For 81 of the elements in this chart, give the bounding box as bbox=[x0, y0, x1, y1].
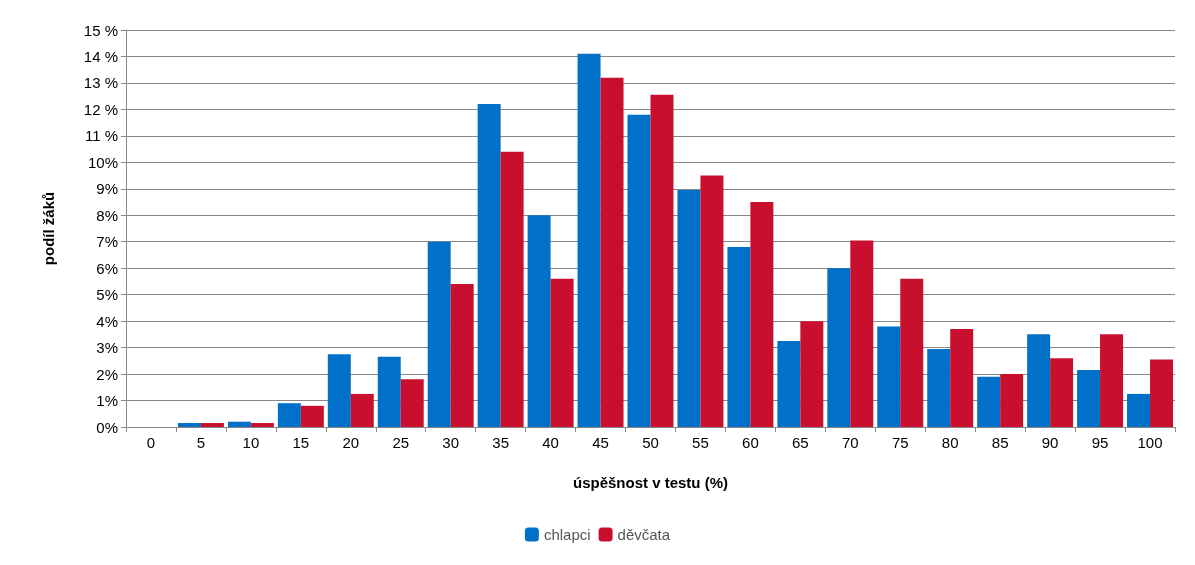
bar bbox=[927, 348, 951, 427]
x-tick-label: 65 bbox=[792, 434, 809, 451]
y-tick-label: 11 % bbox=[84, 127, 118, 145]
bar bbox=[250, 423, 274, 427]
bar bbox=[1100, 334, 1124, 427]
x-tick-label: 30 bbox=[442, 434, 460, 451]
y-tick-label: 4% bbox=[96, 312, 118, 330]
x-tick-label: 25 bbox=[392, 434, 410, 451]
y-tick-label: 10% bbox=[87, 153, 118, 171]
bar bbox=[750, 202, 774, 427]
bar bbox=[550, 278, 574, 427]
x-tick-label: 20 bbox=[342, 434, 360, 451]
bar bbox=[277, 403, 301, 427]
y-tick-label: 2% bbox=[96, 365, 118, 383]
bar bbox=[1050, 358, 1074, 427]
x-tick-label: 60 bbox=[742, 434, 759, 451]
bar bbox=[827, 268, 851, 427]
bar bbox=[627, 114, 651, 427]
y-tick-label: 14 % bbox=[83, 47, 118, 65]
x-tick-label: 35 bbox=[492, 434, 509, 451]
y-tick-label: 6% bbox=[96, 259, 118, 277]
legend-label: děvčata bbox=[617, 526, 671, 543]
bar bbox=[700, 175, 724, 427]
bar bbox=[800, 321, 824, 427]
bar bbox=[450, 284, 474, 427]
y-tick-label: 7% bbox=[96, 233, 118, 251]
x-tick-label: 15 bbox=[292, 434, 310, 451]
x-tick-label: 75 bbox=[891, 434, 909, 451]
bar bbox=[600, 77, 624, 427]
bar bbox=[727, 247, 751, 427]
x-tick-label: 45 bbox=[592, 434, 609, 451]
bar bbox=[327, 354, 351, 427]
y-tick-label: 9% bbox=[96, 180, 118, 198]
y-tick-label: 1% bbox=[96, 392, 118, 410]
y-tick-label: 3% bbox=[96, 339, 118, 357]
bar bbox=[977, 376, 1001, 427]
bar bbox=[500, 151, 524, 427]
bar bbox=[900, 278, 924, 427]
y-tick-label: 8% bbox=[96, 206, 118, 224]
bar bbox=[527, 215, 551, 427]
x-tick-label: 5 bbox=[196, 434, 206, 451]
bar bbox=[377, 356, 401, 427]
bar bbox=[200, 423, 224, 427]
x-tick-label: 90 bbox=[1041, 434, 1059, 451]
legend-label: chlapci bbox=[543, 526, 591, 543]
bar bbox=[400, 379, 424, 427]
bar bbox=[177, 423, 201, 427]
y-tick-label: 15 % bbox=[83, 21, 118, 39]
bar bbox=[677, 190, 701, 427]
bar bbox=[877, 326, 901, 427]
bar bbox=[1127, 393, 1151, 427]
bar bbox=[477, 104, 501, 427]
bar bbox=[1027, 334, 1051, 427]
x-tick-label: 55 bbox=[692, 434, 709, 451]
x-tick-label: 10 bbox=[242, 434, 260, 451]
x-tick-label: 50 bbox=[642, 434, 659, 451]
x-tick-label: 70 bbox=[841, 434, 859, 451]
y-axis-title: podíl žáků bbox=[40, 191, 57, 266]
bar bbox=[850, 240, 874, 427]
bar bbox=[777, 340, 801, 427]
y-tick-label: 0% bbox=[96, 418, 118, 436]
x-tick-label: 100 bbox=[1137, 434, 1163, 451]
bar bbox=[227, 421, 251, 427]
y-tick-label: 12 % bbox=[83, 100, 118, 118]
y-tick-label: 13 % bbox=[83, 74, 118, 92]
bar bbox=[1000, 374, 1024, 427]
x-tick-label: 0 bbox=[146, 434, 156, 451]
bar bbox=[1077, 370, 1101, 427]
bar bbox=[427, 241, 451, 427]
x-tick-label: 85 bbox=[991, 434, 1009, 451]
bar bbox=[1150, 359, 1173, 427]
bar bbox=[300, 405, 324, 427]
x-tick-label: 80 bbox=[941, 434, 959, 451]
bar bbox=[577, 53, 601, 427]
bar bbox=[650, 94, 674, 427]
bar bbox=[350, 393, 374, 427]
x-tick-label: 40 bbox=[542, 434, 559, 451]
x-axis-title: úspěšnost v testu (%) bbox=[572, 474, 729, 491]
y-tick-label: 5% bbox=[96, 286, 118, 304]
bar bbox=[950, 329, 974, 427]
x-tick-label: 95 bbox=[1091, 434, 1109, 451]
